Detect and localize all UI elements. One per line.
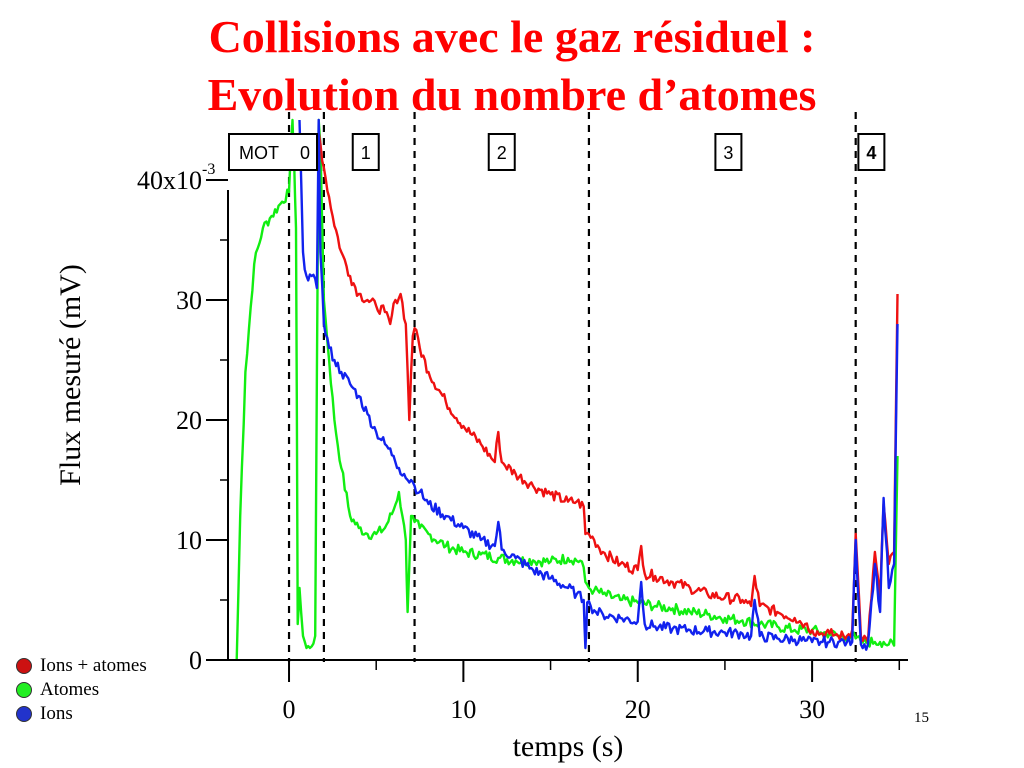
phase-label-text: 1: [361, 143, 371, 163]
x-tick-label: 0: [283, 695, 296, 724]
phase-label-box: [351, 133, 380, 171]
phase-label-box: [228, 133, 318, 171]
phase-label-text: 4: [866, 143, 876, 163]
series-line-ions: [298, 118, 899, 651]
page-number: 15: [914, 710, 929, 726]
phase-label-box: [857, 133, 886, 171]
x-tick-label: 30: [799, 695, 825, 724]
title-line-2: Evolution du nombre d’atomes: [207, 69, 817, 120]
phase-label-0: 0: [300, 143, 310, 163]
phase-label-box: [714, 133, 743, 171]
y-tick-label: 0: [189, 646, 202, 675]
legend-label: Ions: [40, 703, 73, 724]
series-line-ions-atomes: [317, 131, 899, 644]
x-tick-label: 10: [450, 695, 476, 724]
phase-boundaries: [287, 112, 857, 662]
legend-label: Atomes: [40, 679, 100, 700]
y-multiplier-exponent: -3: [202, 161, 215, 178]
title-line-1: Collisions avec le gaz résiduel :: [208, 11, 816, 62]
x-tick-label: 20: [625, 695, 651, 724]
phase-label-2: 2: [487, 133, 516, 171]
phase-label-text: 0: [300, 143, 310, 163]
axis-labels: 0 10 20 30 40x10 -3 0 10 20 30 temps (s) Flux mesur…: [54, 161, 825, 763]
legend-item-atomes: Atomes: [16, 678, 147, 702]
legend-item-ions: Ions: [16, 702, 147, 726]
x-axis-title: temps (s): [513, 730, 624, 763]
legend-marker: [16, 682, 32, 698]
phase-label-text: 2: [497, 143, 507, 163]
legend-marker: [16, 658, 32, 674]
legend-marker: [16, 706, 32, 722]
phase-label-3: 3: [714, 133, 743, 171]
legend-item-ions-atomes: Ions + atomes: [16, 654, 147, 678]
phase-label-box: [487, 133, 516, 171]
series-layer: [235, 118, 899, 661]
axes: [206, 179, 908, 682]
phase-label-mot: MOT: [228, 133, 318, 171]
series-line-atomes: [235, 118, 899, 661]
phase-label-4: 4: [857, 133, 886, 171]
phase-label-text: MOT: [239, 143, 279, 163]
phase-label-text: 3: [723, 143, 733, 163]
y-tick-label: 20: [176, 406, 202, 435]
legend: Ions + atomes Atomes Ions: [16, 654, 147, 726]
phase-labels: MOT 0 1 2 3 4: [228, 133, 886, 171]
y-tick-label: 30: [176, 286, 202, 315]
y-tick-label: 10: [176, 526, 202, 555]
legend-label: Ions + atomes: [40, 655, 147, 676]
y-axis-title: Flux mesuré (mV): [54, 264, 87, 486]
slide-title: Collisions avec le gaz résiduel : Evolut…: [0, 8, 1024, 124]
y-tick-label: 40x10: [137, 166, 202, 195]
phase-label-1: 1: [351, 133, 380, 171]
